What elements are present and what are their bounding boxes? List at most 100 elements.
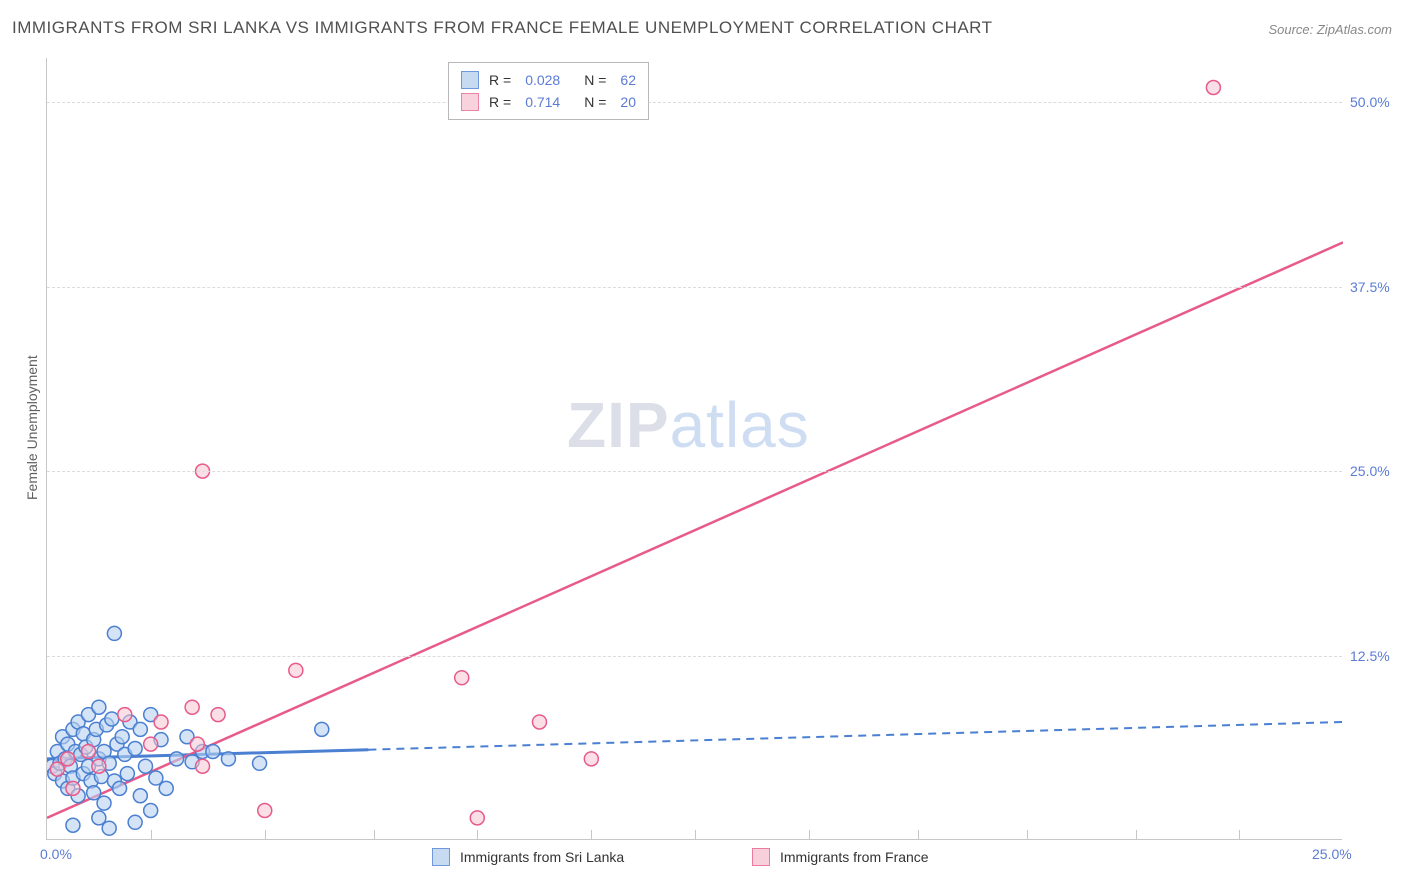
- watermark: ZIPatlas: [567, 388, 810, 462]
- data-point-sri_lanka: [138, 759, 152, 773]
- data-point-sri_lanka: [144, 708, 158, 722]
- data-point-sri_lanka: [253, 756, 267, 770]
- data-point-sri_lanka: [180, 730, 194, 744]
- data-point-france: [190, 737, 204, 751]
- data-point-sri_lanka: [100, 718, 114, 732]
- x-minor-tick: [591, 830, 592, 840]
- data-point-sri_lanka: [120, 767, 134, 781]
- data-point-france: [50, 762, 64, 776]
- data-point-sri_lanka: [159, 781, 173, 795]
- data-point-france: [185, 700, 199, 714]
- data-point-sri_lanka: [110, 737, 124, 751]
- data-point-france: [144, 737, 158, 751]
- x-tick-label: 25.0%: [1312, 846, 1352, 862]
- data-point-sri_lanka: [56, 774, 70, 788]
- x-minor-tick: [1239, 830, 1240, 840]
- data-point-france: [532, 715, 546, 729]
- data-point-sri_lanka: [66, 722, 80, 736]
- data-point-sri_lanka: [61, 781, 75, 795]
- correlation-legend-box: R = 0.028 N = 62 R =0.714N =20: [448, 62, 649, 120]
- data-point-sri_lanka: [154, 733, 168, 747]
- data-point-sri_lanka: [92, 811, 106, 825]
- data-point-sri_lanka: [61, 737, 75, 751]
- data-point-sri_lanka: [107, 626, 121, 640]
- trend-line-sri_lanka-dashed: [368, 722, 1343, 750]
- bottom-legend-sri-lanka: Immigrants from Sri Lanka: [432, 848, 624, 866]
- data-point-sri_lanka: [206, 744, 220, 758]
- bottom-legend-france: Immigrants from France: [752, 848, 929, 866]
- bottom-label-france: Immigrants from France: [780, 849, 929, 865]
- data-point-sri_lanka: [69, 744, 83, 758]
- bottom-label-sri-lanka: Immigrants from Sri Lanka: [460, 849, 624, 865]
- data-point-sri_lanka: [71, 715, 85, 729]
- data-point-sri_lanka: [79, 740, 93, 754]
- data-point-sri_lanka: [149, 771, 163, 785]
- data-point-sri_lanka: [133, 722, 147, 736]
- data-point-sri_lanka: [221, 752, 235, 766]
- plot-svg: [47, 58, 1343, 840]
- x-minor-tick: [809, 830, 810, 840]
- data-point-sri_lanka: [58, 752, 72, 766]
- gridline-horizontal: [47, 287, 1342, 288]
- data-point-sri_lanka: [133, 789, 147, 803]
- data-point-sri_lanka: [76, 767, 90, 781]
- data-point-sri_lanka: [87, 786, 101, 800]
- watermark-zip: ZIP: [567, 389, 670, 461]
- data-point-sri_lanka: [128, 815, 142, 829]
- legend-swatch-france: [461, 93, 479, 111]
- x-minor-tick: [695, 830, 696, 840]
- data-point-france: [455, 671, 469, 685]
- gridline-horizontal: [47, 656, 1342, 657]
- data-point-sri_lanka: [118, 747, 132, 761]
- y-axis-label: Female Unemployment: [24, 355, 40, 500]
- chart-container: IMMIGRANTS FROM SRI LANKA VS IMMIGRANTS …: [0, 0, 1406, 892]
- x-minor-tick: [151, 830, 152, 840]
- data-point-sri_lanka: [92, 752, 106, 766]
- data-point-france: [92, 759, 106, 773]
- x-minor-tick: [918, 830, 919, 840]
- gridline-horizontal: [47, 102, 1342, 103]
- y-tick-label: 50.0%: [1350, 94, 1390, 110]
- legend-r-label: R =: [489, 72, 511, 88]
- data-point-sri_lanka: [76, 727, 90, 741]
- data-point-france: [584, 752, 598, 766]
- data-point-sri_lanka: [315, 722, 329, 736]
- data-point-sri_lanka: [113, 781, 127, 795]
- source-attribution: Source: ZipAtlas.com: [1268, 22, 1392, 37]
- data-point-sri_lanka: [102, 756, 116, 770]
- data-point-sri_lanka: [107, 774, 121, 788]
- data-point-france: [289, 663, 303, 677]
- legend-r-value-sri_lanka: 0.028: [525, 72, 560, 88]
- legend-n-value-sri_lanka: 62: [620, 72, 636, 88]
- y-tick-label: 12.5%: [1350, 648, 1390, 664]
- data-point-france: [258, 803, 272, 817]
- data-point-sri_lanka: [105, 712, 119, 726]
- bottom-swatch-france: [752, 848, 770, 866]
- x-tick-label: 0.0%: [40, 846, 72, 862]
- data-point-sri_lanka: [48, 767, 62, 781]
- data-point-france: [196, 759, 210, 773]
- data-point-france: [66, 781, 80, 795]
- chart-title: IMMIGRANTS FROM SRI LANKA VS IMMIGRANTS …: [12, 18, 993, 38]
- data-point-sri_lanka: [196, 744, 210, 758]
- legend-row-france: R =0.714N =20: [461, 91, 636, 113]
- data-point-sri_lanka: [74, 747, 88, 761]
- data-point-sri_lanka: [53, 756, 67, 770]
- data-point-sri_lanka: [94, 770, 108, 784]
- data-point-sri_lanka: [128, 742, 142, 756]
- data-point-sri_lanka: [71, 789, 85, 803]
- x-minor-tick: [1027, 830, 1028, 840]
- data-point-sri_lanka: [47, 759, 59, 773]
- data-point-france: [154, 715, 168, 729]
- data-point-sri_lanka: [97, 744, 111, 758]
- x-minor-tick: [374, 830, 375, 840]
- data-point-france: [118, 708, 132, 722]
- bottom-swatch-sri-lanka: [432, 848, 450, 866]
- legend-n-label: N =: [584, 94, 606, 110]
- x-minor-tick: [1136, 830, 1137, 840]
- y-tick-label: 25.0%: [1350, 463, 1390, 479]
- x-minor-tick: [477, 830, 478, 840]
- data-point-france: [61, 752, 75, 766]
- plot-area: ZIPatlas: [46, 58, 1342, 840]
- legend-r-label: R =: [489, 94, 511, 110]
